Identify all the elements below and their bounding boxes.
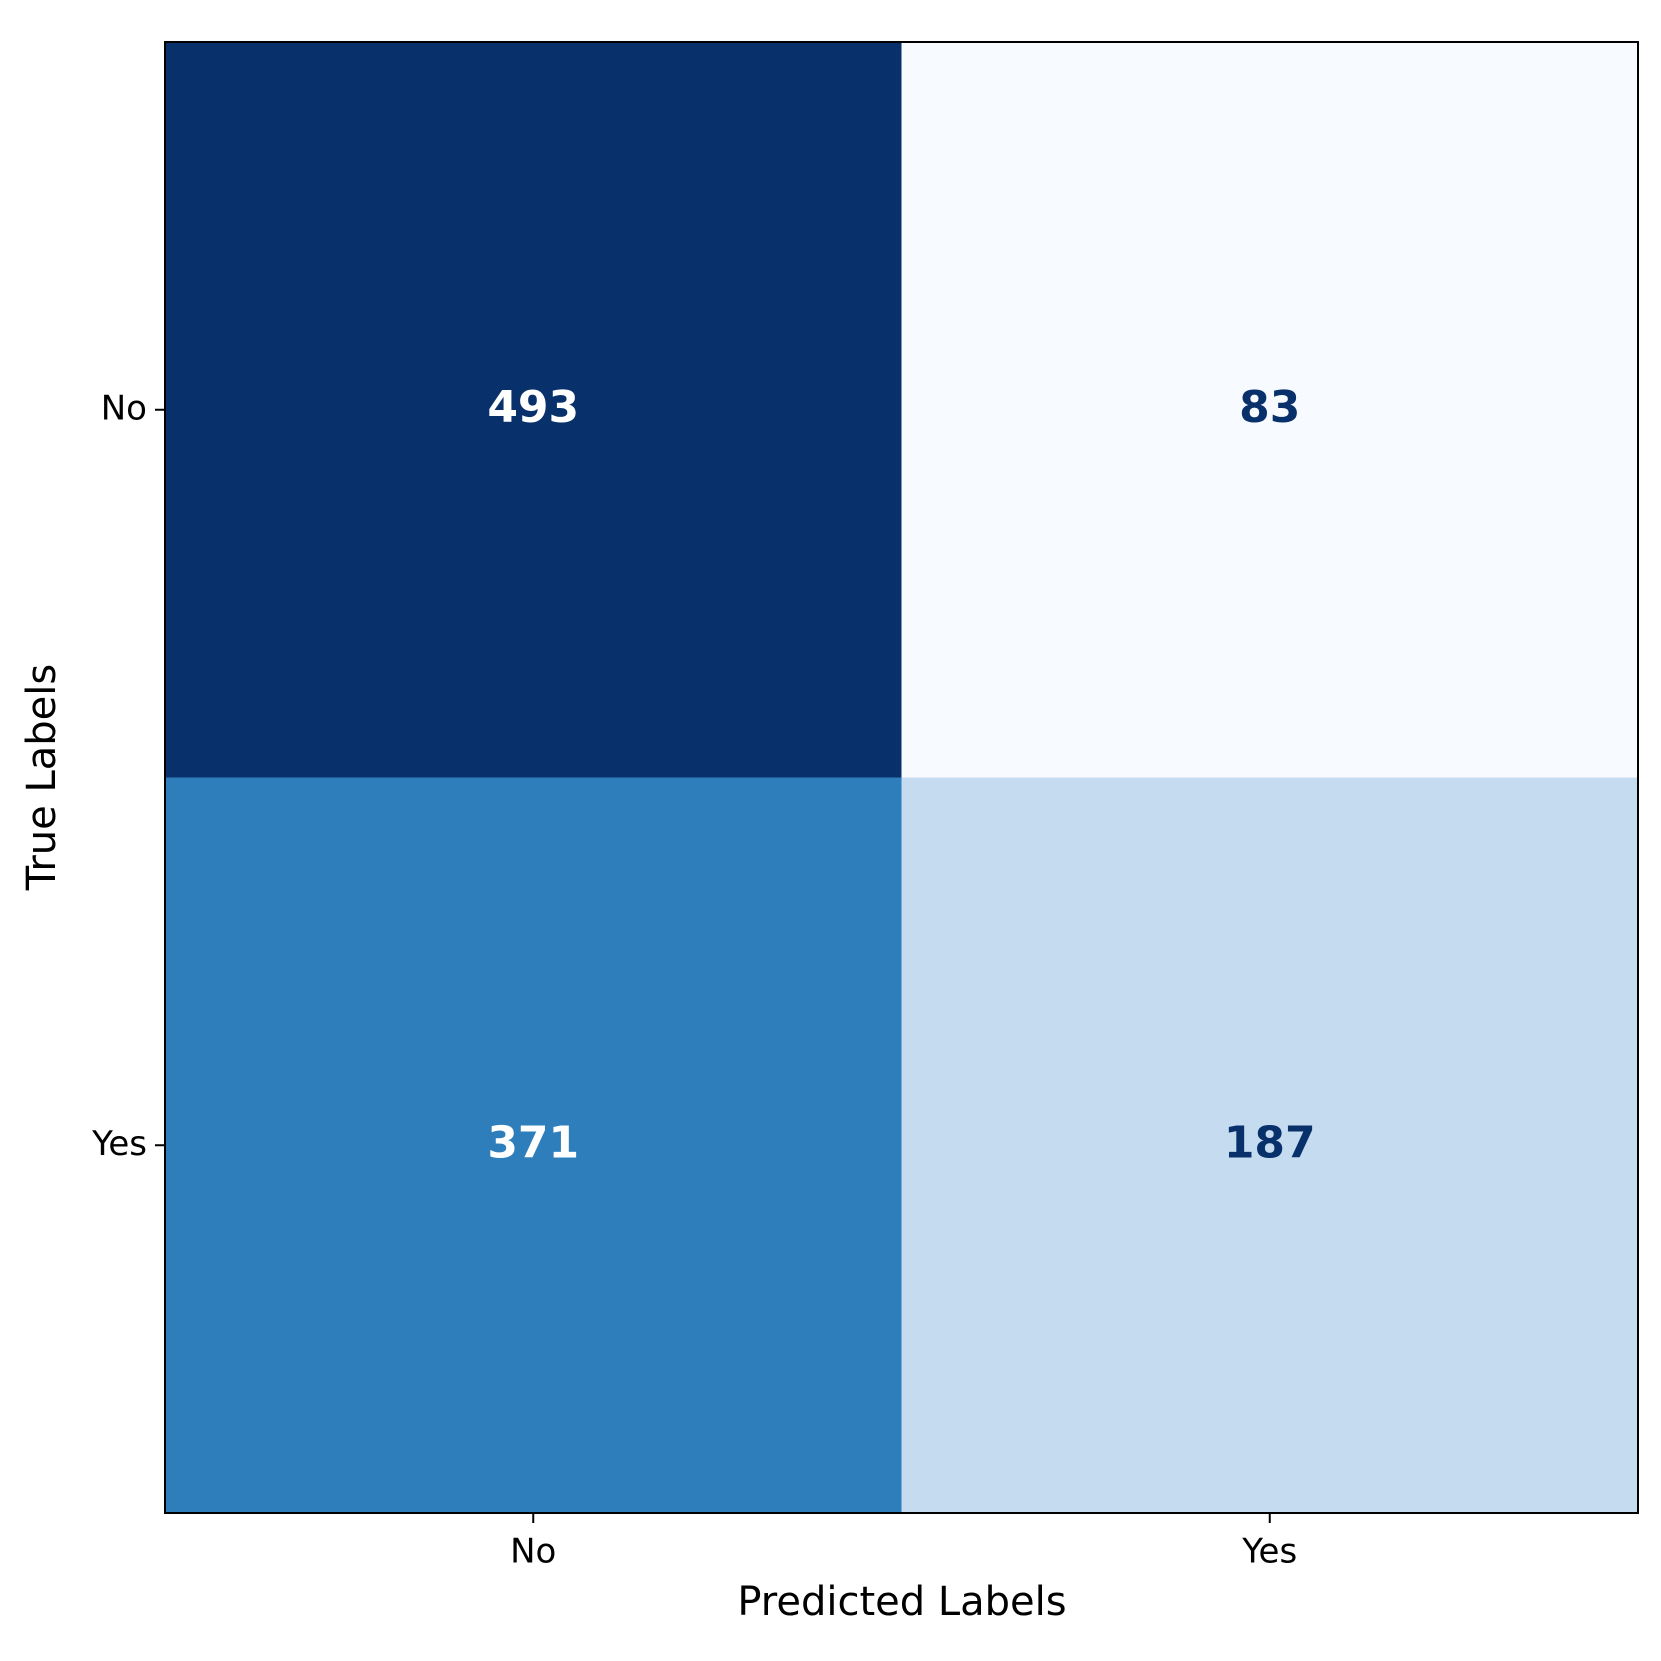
y-tick-label: Yes [91,1124,147,1164]
x-tick-label: Yes [1241,1532,1297,1572]
plot-frame [164,41,1639,1514]
cell-value-label: 187 [1224,1117,1316,1168]
heatmap-cell [165,42,902,778]
heatmap-cell [901,42,1638,778]
cell-value-label: 83 [1239,382,1300,433]
y-axis-label: True Labels [19,664,65,891]
x-axis-label: Predicted Labels [737,1579,1066,1625]
heatmap-cell [901,777,1638,1513]
cell-value-label: 493 [487,382,579,433]
x-tick-label: No [510,1532,556,1572]
heatmap-cell [165,777,902,1513]
cell-value-label: 371 [487,1117,579,1168]
y-tick-label: No [101,388,147,428]
